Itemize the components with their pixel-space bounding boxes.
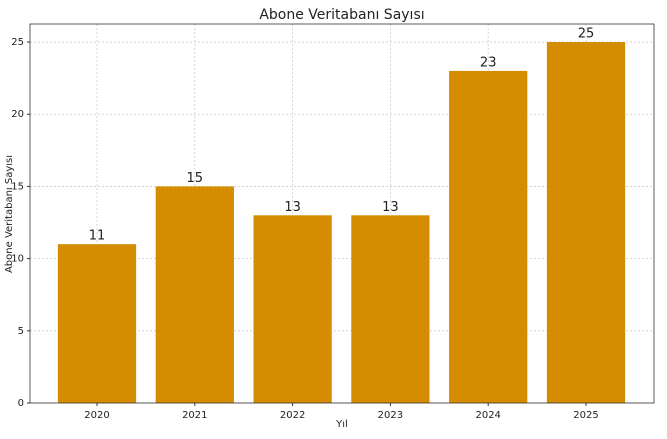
x-tick-label: 2022 <box>280 410 305 421</box>
y-tick-label: 25 <box>11 37 24 48</box>
y-tick-label: 15 <box>11 181 24 192</box>
data-label: 13 <box>382 200 399 215</box>
bar <box>253 215 332 403</box>
data-label: 23 <box>480 55 497 70</box>
y-axis-label: Abone Veritabanı Sayısı <box>4 155 15 273</box>
data-label: 25 <box>578 27 595 42</box>
bar <box>449 70 528 403</box>
x-tick-label: 2024 <box>475 410 500 421</box>
y-tick-label: 5 <box>18 326 24 337</box>
data-label: 11 <box>89 229 106 244</box>
y-tick-label: 10 <box>11 254 24 265</box>
chart-title: Abone Veritabanı Sayısı <box>259 7 424 23</box>
y-tick-label: 0 <box>18 398 24 409</box>
y-tick-label: 20 <box>11 109 24 120</box>
plot-frame <box>29 23 655 404</box>
x-tick-label: 2021 <box>182 410 207 421</box>
data-label: 13 <box>284 200 301 215</box>
bar <box>351 215 430 403</box>
x-tick-label: 2020 <box>84 410 109 421</box>
bar <box>546 42 626 404</box>
data-label: 15 <box>187 171 204 186</box>
bar <box>155 186 234 403</box>
x-tick-label: 2023 <box>378 410 403 421</box>
bar <box>57 244 137 403</box>
x-tick-label: 2025 <box>573 410 598 421</box>
x-axis-label: Yıl <box>335 419 348 430</box>
